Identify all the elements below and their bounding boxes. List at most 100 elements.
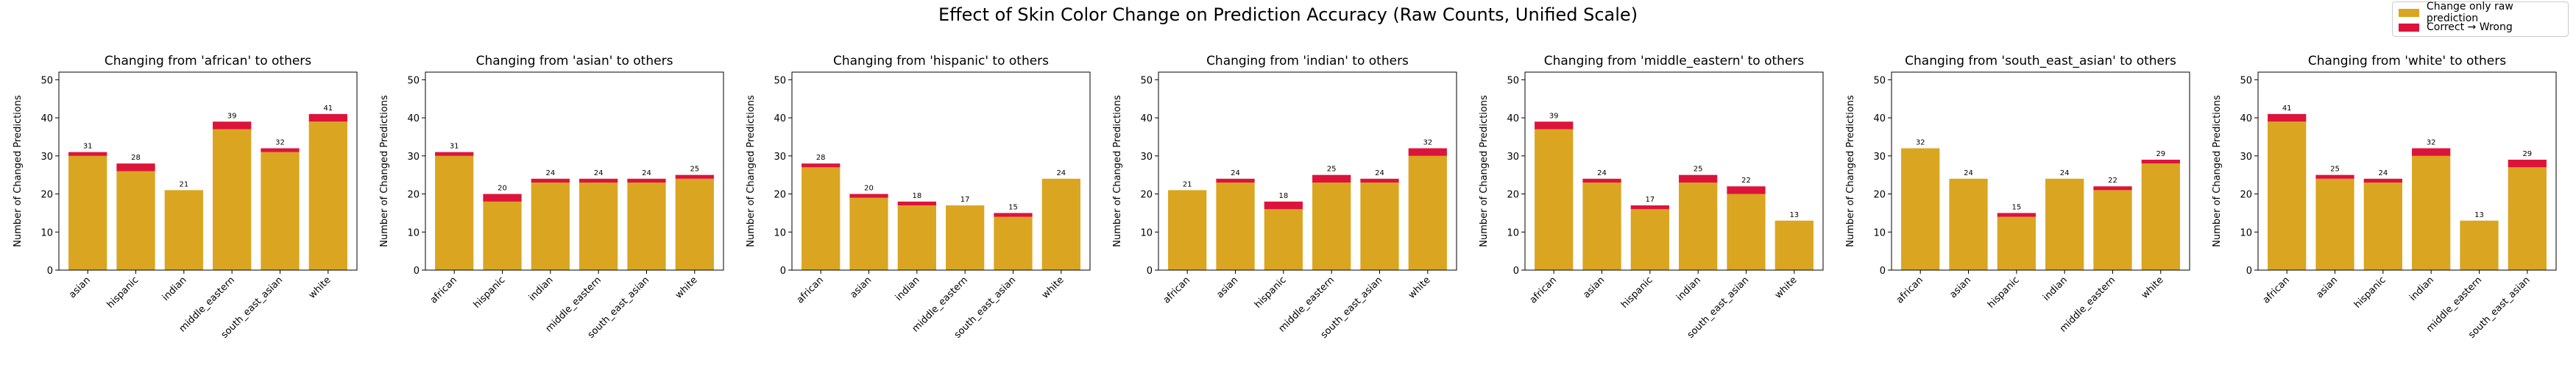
bar-correct-wrong-0-asian [68,152,107,156]
bar-total-label-2-south_east_asian: 15 [1008,203,1018,211]
panel-title-1: Changing from 'asian' to others [476,54,673,68]
panel-title-2: Changing from 'hispanic' to others [833,54,1049,68]
bar-total-label-1-african: 31 [450,143,459,151]
bar-total-label-4-asian: 24 [1597,169,1607,177]
xtick-label-4-white: white [1773,275,1800,301]
bar-total-label-0-south_east_asian: 32 [275,138,285,146]
bar-correct-wrong-1-south_east_asian [627,178,666,183]
xtick-label-2-african: african [795,275,826,305]
bar-correct-wrong-1-white [675,174,714,179]
bar-correct-wrong-3-hispanic [1264,201,1303,210]
bar-total-label-2-middle_eastern: 17 [960,196,970,204]
bar-correct-wrong-4-hispanic [1630,205,1669,210]
bar-total-label-5-indian: 24 [2060,169,2070,177]
panel-frame-5 [1891,71,2190,271]
bar-raw-0-asian [68,155,107,270]
xtick-label-4-asian: asian [1581,275,1607,300]
bar-total-label-3-african: 21 [1183,180,1192,188]
xtick-label-1-white: white [673,275,700,301]
ytick-label-3-40: 40 [1140,113,1153,124]
xtick-label-2-white: white [1040,275,1066,301]
bar-raw-4-hispanic [1630,209,1669,270]
bar-correct-wrong-1-indian [531,178,570,183]
bar-raw-4-african [1535,129,1574,270]
bar-correct-wrong-6-african [2268,113,2307,122]
ytick-label-6-40: 40 [2240,113,2252,124]
bar-raw-5-hispanic [1997,216,2036,270]
panel-title-0: Changing from 'african' to others [105,54,311,68]
bar-correct-wrong-2-asian [849,194,888,198]
ytick-label-1-10: 10 [407,227,420,238]
bar-total-label-0-indian: 21 [179,180,188,188]
bar-correct-wrong-3-south_east_asian [1360,178,1399,183]
xtick-label-0-white: white [307,275,333,301]
bar-correct-wrong-4-indian [1679,174,1718,183]
bar-total-label-3-asian: 24 [1231,169,1240,177]
bar-raw-0-white [308,121,347,270]
legend-swatch-correct-wrong [2399,23,2419,32]
legend-label-raw: Change only raw prediction [2426,1,2513,24]
xtick-label-3-asian: asian [1214,275,1240,300]
xtick-label-6-indian: indian [2407,275,2436,303]
panel-ylabel-0: Number of Changed Predictions [13,95,24,247]
ytick-label-5-20: 20 [1873,190,1886,201]
ytick-label-0-50: 50 [40,75,53,86]
panel-frame-6 [2257,71,2557,271]
xtick-label-2-asian: asian [848,275,874,300]
bar-correct-wrong-0-hispanic [116,163,155,171]
bar-raw-1-indian [531,183,570,270]
bar-raw-0-indian [164,190,203,270]
xtick-label-5-white: white [2140,275,2166,301]
bar-correct-wrong-1-hispanic [483,194,522,202]
bar-correct-wrong-4-south_east_asian [1727,186,1766,194]
bar-total-label-0-asian: 31 [83,143,93,151]
bar-correct-wrong-0-middle_eastern [213,121,252,130]
ytick-label-5-40: 40 [1873,113,1886,124]
bar-total-label-4-african: 39 [1549,112,1559,120]
bar-total-label-3-south_east_asian: 24 [1375,169,1384,177]
panel-frame-2 [791,71,1091,271]
ytick-label-5-50: 50 [1873,75,1886,86]
bar-total-label-4-hispanic: 17 [1645,196,1655,204]
bar-total-label-3-hispanic: 18 [1278,192,1288,200]
xtick-label-5-hispanic: hispanic [1986,275,2022,311]
xtick-label-3-white: white [1406,275,1433,301]
ytick-label-4-30: 30 [1507,152,1519,163]
panel-ylabel-1: Number of Changed Predictions [379,95,390,247]
bar-total-label-3-white: 32 [1423,138,1432,146]
ytick-label-6-20: 20 [2240,190,2252,201]
bar-raw-4-asian [1582,183,1621,270]
bar-correct-wrong-6-asian [2315,174,2354,179]
bar-correct-wrong-5-white [2141,159,2180,164]
ytick-label-5-30: 30 [1873,152,1886,163]
bar-total-label-6-indian: 32 [2427,138,2436,146]
ytick-label-4-20: 20 [1507,190,1519,201]
bar-total-label-5-middle_eastern: 22 [2108,177,2117,185]
bar-raw-5-white [2141,163,2180,270]
xtick-label-1-hispanic: hispanic [472,275,508,311]
ytick-label-2-10: 10 [774,227,786,238]
panel-frame-3 [1158,71,1457,271]
xtick-label-5-african: african [1894,275,1925,305]
bar-correct-wrong-4-asian [1582,178,1621,183]
bar-total-label-1-indian: 24 [545,169,555,177]
xtick-label-5-indian: indian [2041,275,2070,303]
ytick-label-0-40: 40 [40,113,53,124]
bar-raw-6-middle_eastern [2460,220,2499,270]
ytick-label-6-30: 30 [2240,152,2252,163]
bar-raw-3-middle_eastern [1312,183,1351,270]
panel-ylabel-4: Number of Changed Predictions [1479,95,1490,247]
xtick-label-0-hispanic: hispanic [105,275,141,311]
ytick-label-2-0: 0 [780,266,786,277]
bar-correct-wrong-6-south_east_asian [2508,159,2547,168]
panel-title-4: Changing from 'middle_eastern' to others [1544,54,1805,68]
ytick-label-1-40: 40 [407,113,420,124]
bar-raw-4-indian [1679,183,1718,270]
xtick-label-0-asian: asian [67,275,93,300]
bar-total-label-3-middle_eastern: 25 [1327,166,1337,174]
ytick-label-3-20: 20 [1140,190,1153,201]
bar-raw-5-asian [1949,178,1988,270]
panel-ylabel-2: Number of Changed Predictions [746,95,757,247]
ytick-label-0-20: 20 [40,190,53,201]
